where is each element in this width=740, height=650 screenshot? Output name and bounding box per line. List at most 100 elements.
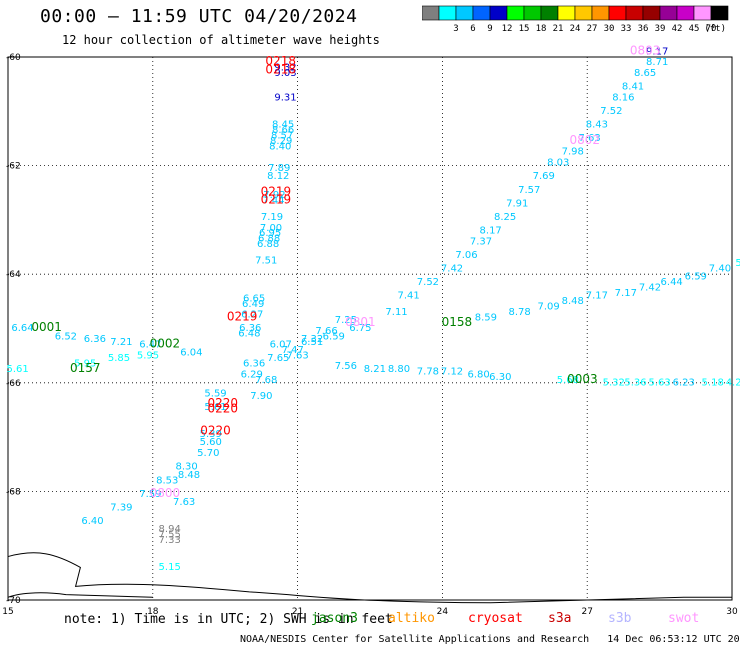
wave-height-value: 7.51	[255, 255, 277, 266]
wave-height-value: 6.88	[257, 239, 279, 250]
wave-height-value: 7.32	[301, 334, 323, 345]
wave-height-value: 8.25	[494, 212, 516, 223]
wave-height-value: 6.65	[243, 293, 265, 304]
wave-height-value: 7.39	[110, 502, 132, 513]
wave-height-value: 8.48	[562, 296, 584, 307]
satellite-name: s3b	[608, 611, 632, 626]
pass-time-label: 0219	[261, 184, 292, 198]
legend-label: 36	[638, 24, 649, 34]
pass-time-label: 0157	[70, 361, 101, 375]
wave-height-value: 5.36	[624, 378, 646, 389]
legend-label: 30	[604, 24, 615, 34]
wave-height-value: 7.06	[455, 250, 477, 261]
wave-height-value: 8.53	[156, 475, 178, 486]
pass-time-label: 0220	[208, 402, 239, 416]
coastline	[7, 552, 732, 604]
wave-height-value: 7.78	[417, 367, 439, 378]
wave-height-value: 5.18	[702, 378, 724, 389]
wave-height-value: 5.85	[108, 353, 130, 364]
wave-height-value: 5.15	[159, 562, 181, 573]
wave-height-value: 6.30	[489, 372, 511, 383]
latitude-tick-label: -66	[6, 379, 21, 389]
wave-height-value: 7.00	[260, 223, 282, 234]
wave-height-value: 8.16	[612, 92, 634, 103]
wave-height-value: 7.57	[518, 185, 540, 196]
wave-height-value: 7.90	[250, 391, 272, 402]
wave-height-value: 7.98	[562, 147, 584, 158]
satellite-name: s3a	[548, 611, 572, 626]
wave-height-value: 7.17	[615, 288, 637, 299]
longitude-tick-label: 15	[2, 607, 13, 617]
wave-height-value: 6.51	[301, 337, 323, 348]
legend-label: 18	[536, 24, 547, 34]
wave-height-value: 6.44	[661, 277, 683, 288]
wave-height-value: 8.17	[480, 225, 502, 236]
latitude-tick-label: -68	[6, 487, 21, 497]
legend-label: 45	[689, 24, 700, 34]
wave-height-value: 7.63	[286, 350, 308, 361]
wave-height-value: 5.61	[7, 364, 29, 375]
wave-height-value: 7.66	[315, 326, 337, 337]
wave-height-value: 9.32	[274, 63, 296, 74]
longitude-tick-label: 30	[726, 607, 738, 617]
wave-height-value: 6.59	[323, 331, 345, 342]
wave-height-value: 5.32	[603, 378, 625, 389]
wave-height-value: 7.09	[537, 301, 559, 312]
pass-time-label: 0220	[200, 423, 231, 437]
legend-label: 3	[453, 24, 458, 34]
wave-height-value: 8.40	[269, 141, 291, 152]
wave-height-value: 8.65	[634, 68, 656, 79]
pass-time-label: 0218	[265, 62, 296, 76]
wave-height-value: 8.59	[475, 312, 497, 323]
wave-height-value: 7.68	[255, 375, 277, 386]
wave-height-value: 7.92	[263, 190, 285, 201]
legend-label: 9	[487, 24, 492, 34]
wave-height-value: 7.91	[506, 198, 528, 209]
wave-height-value: 6.40	[81, 516, 103, 527]
wave-height-value: 7.11	[385, 307, 407, 318]
wave-height-value: 6.36	[239, 323, 261, 334]
pass-time-label: 0219	[261, 193, 292, 207]
legend-label: 70	[706, 24, 717, 34]
wave-height-value: 7.37	[470, 236, 492, 247]
wave-height-value: 7.41	[397, 291, 419, 302]
wave-height-value: 7.63	[578, 133, 600, 144]
wave-height-value: 6.36	[84, 334, 106, 345]
wave-height-value: 6.49	[242, 299, 264, 310]
wave-height-value: 7.21	[110, 337, 132, 348]
wave-height-value: 6.36	[243, 359, 265, 370]
chart-title: 00:00 – 11:59 UTC 04/20/2024	[40, 6, 358, 27]
pass-time-label: 0800	[150, 486, 181, 500]
wave-height-value: 6.64	[11, 323, 33, 334]
pass-time-label: 0803	[630, 43, 661, 57]
wave-height-value: 8.12	[267, 171, 289, 182]
satellite-name: swot	[668, 611, 700, 626]
latitude-tick-label: -64	[6, 270, 21, 280]
wave-height-value: 5.95	[74, 359, 96, 370]
legend-label: 33	[621, 24, 632, 34]
wave-height-value: 7.65	[267, 353, 289, 364]
latitude-tick-label: -60	[6, 53, 21, 63]
wave-height-value: 8.41	[622, 82, 644, 93]
legend-unit: (ft)	[704, 24, 726, 34]
wave-height-value: 8.57	[271, 130, 293, 141]
wave-height-value: 6.07	[270, 340, 292, 351]
wave-height-value: 9.17	[646, 46, 668, 57]
wave-height-value: 7.17	[586, 291, 608, 302]
pass-time-label: 0802	[570, 133, 601, 147]
wave-height-value: 8.45	[272, 120, 294, 131]
wave-height-value: 6.04	[180, 348, 202, 359]
wave-height-value: 5.68	[557, 375, 579, 386]
wave-height-value: 7.52	[417, 277, 439, 288]
chart-subtitle: 12 hour collection of altimeter wave hei…	[62, 33, 380, 47]
wave-height-value: 8.71	[646, 57, 668, 68]
latitude-tick-label: -70	[6, 596, 21, 606]
pass-time-label: 0218	[265, 54, 296, 68]
wave-height-value: 5.63	[648, 378, 670, 389]
wave-height-value: 7.25	[335, 315, 357, 326]
pass-time-label: 0003	[567, 372, 598, 386]
legend-swatch	[710, 5, 729, 21]
legend-label: 24	[570, 24, 581, 34]
wave-height-value: 7.56	[335, 361, 357, 372]
